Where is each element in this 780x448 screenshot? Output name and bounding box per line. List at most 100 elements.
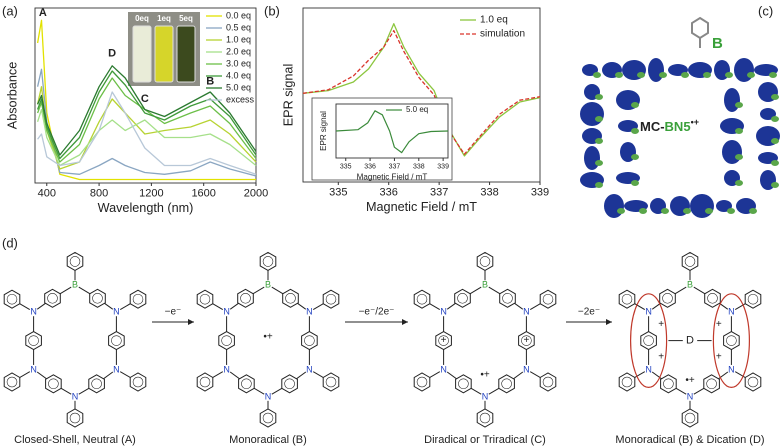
aromatic-circle (325, 293, 337, 305)
vial-photo: 0eq 1eq 5eq (128, 12, 200, 86)
benzene-ring (703, 374, 720, 394)
benzene-ring (238, 374, 255, 394)
structure: N N N N N B •+ + + (413, 251, 557, 428)
annotation: C (141, 93, 149, 105)
benzene-ring (744, 372, 762, 392)
benzene-ring (723, 331, 740, 351)
orbital-lobe (595, 182, 603, 188)
aromatic-circle (726, 335, 737, 346)
atom-bg (439, 364, 449, 374)
legend-label: 5.0 eq (226, 82, 251, 92)
annotation: B (206, 75, 214, 87)
benzene-ring (129, 372, 147, 392)
orbital-lobe (661, 208, 669, 214)
x-tick-label: 338 (413, 163, 425, 170)
benzene-ring (89, 288, 106, 308)
benzene-ring (25, 331, 42, 351)
x-tick-label: 339 (437, 163, 449, 170)
dication-outline (629, 293, 668, 389)
orbital-lobe (683, 208, 691, 214)
arrow-head (606, 319, 612, 325)
atom-bg (644, 307, 654, 317)
orbital-lobe (631, 180, 639, 186)
orbital-lobe (631, 128, 639, 134)
structure: N N N N N B (3, 251, 147, 428)
orbital-lobe (735, 180, 743, 186)
x-tick-label: 400 (38, 187, 56, 199)
aromatic-circle (6, 376, 18, 388)
x-tick-label: 335 (340, 163, 352, 170)
benzene-ring (499, 288, 516, 308)
inset-frame (311, 97, 453, 181)
benzene-ring (413, 372, 431, 392)
x-tick-label: 337 (389, 163, 401, 170)
atom-bg (29, 307, 39, 317)
nitrogen-label: N (265, 391, 272, 401)
aromatic-circle (48, 378, 59, 390)
legend-label: 5.0 eq (406, 105, 428, 114)
radical-cation: •+ (480, 369, 490, 380)
molecule-panel: B MC-BN5•+ (580, 16, 780, 218)
state-label: Closed-Shell, Neutral (A) (14, 434, 136, 446)
aromatic-circle (643, 335, 654, 346)
legend-label: 3.0 eq (226, 58, 251, 68)
aromatic-circle (479, 412, 491, 424)
benzene-ring (196, 289, 214, 309)
label-prefix: MC- (640, 119, 665, 134)
orbital-lobe (725, 72, 733, 78)
orbital-lobe (631, 154, 639, 160)
boron-label: B (712, 35, 723, 52)
orbital-lobe (771, 160, 779, 166)
aromatic-circle (262, 412, 274, 424)
aromatic-circle (457, 293, 468, 304)
vial (176, 25, 196, 83)
orbital-lobe (760, 108, 776, 120)
reaction-scheme: N N N N N B Closed-Shell, Neutral (A) N N N N N B •+ M… (3, 251, 765, 446)
x-axis-label: Wavelength (nm) (98, 201, 194, 215)
nitrogen-label: N (645, 307, 652, 317)
orbital-lobe (747, 72, 755, 78)
aromatic-circle (662, 293, 673, 304)
orbital-lobe (724, 88, 740, 112)
step-label: −2e⁻ (578, 307, 600, 318)
series-line (302, 29, 541, 155)
benzene-ring (282, 288, 299, 308)
panel-label: (a) (2, 3, 18, 18)
nitrogen-label: N (113, 364, 120, 374)
cation: + (658, 351, 664, 362)
cation: + (658, 319, 664, 330)
vial-label: 5eq (179, 14, 193, 23)
orbital-lobe (703, 72, 711, 78)
molecule-label: MC-BN5•+ (640, 117, 699, 134)
benzene-ring (618, 372, 636, 392)
benzene-ring (454, 288, 471, 308)
aromatic-circle (199, 293, 211, 305)
atom-bg (685, 391, 695, 401)
vial (154, 25, 174, 83)
arrow-head (188, 319, 194, 325)
orbital-lobe (595, 138, 603, 144)
benzene-ring (681, 251, 699, 271)
orbital-lobe (681, 72, 689, 78)
vial-label: 1eq (157, 14, 171, 23)
atom-bg (726, 364, 736, 374)
benzene-ring (435, 331, 452, 351)
state-label: Diradical or Triradical (C) (424, 434, 546, 446)
benzene-ring (681, 408, 699, 428)
benzene-ring (659, 288, 676, 308)
nitrogen-label: N (223, 364, 230, 374)
aromatic-circle (304, 335, 315, 346)
x-tick-label: 336 (364, 163, 376, 170)
benzene-ring (259, 251, 277, 271)
cation: + (716, 351, 722, 362)
nitrogen-label: N (523, 307, 530, 317)
orbital-lobe (648, 58, 664, 82)
annotation: A (39, 7, 47, 19)
aromatic-circle (663, 378, 674, 390)
x-tick-label: 1600 (191, 187, 215, 199)
aromatic-circle (91, 378, 102, 390)
atom-bg (304, 307, 314, 317)
nitrogen-label: N (728, 364, 735, 374)
aromatic-circle (502, 293, 513, 304)
